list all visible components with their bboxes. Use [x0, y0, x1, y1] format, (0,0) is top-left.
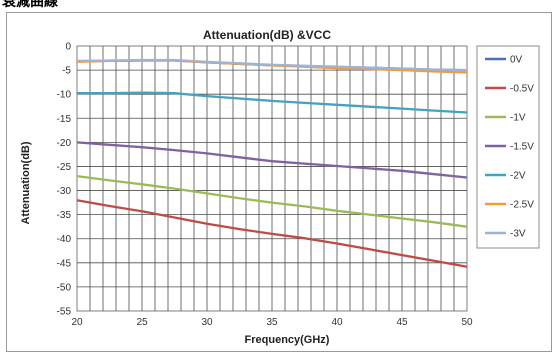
tick-layer: 20 25 30 35 40 45 50 0 -5 -10 -15 -20 -25 -30 -35 -40 -4…: [57, 42, 473, 329]
page-header-label: 衰減曲線: [2, 0, 58, 10]
x-tick-label: 25: [136, 317, 148, 328]
x-tick-label: 40: [331, 317, 343, 328]
y-axis-label: Attenuation(dB): [20, 141, 32, 224]
y-tick-label: -35: [57, 210, 72, 221]
legend-label: -1V: [510, 113, 526, 124]
legend: 0V -0.5V -1V -1.5V -2V -2.5V -3V: [476, 45, 540, 249]
y-tick-label: -45: [57, 258, 72, 269]
y-tick-label: -55: [57, 307, 72, 318]
series-line--1V: [76, 174, 468, 228]
x-tick-label: 35: [266, 317, 278, 328]
y-tick-label: -25: [57, 162, 72, 173]
series-layer: [76, 58, 468, 268]
series-line--3V: [76, 58, 468, 72]
legend-label: -2.5V: [510, 200, 534, 211]
legend-label: -1.5V: [510, 142, 534, 153]
y-tick-label: -5: [62, 66, 71, 77]
chart-frame: Attenuation(dB) &VCC Frequency(GHz) Atte…: [6, 12, 552, 352]
chart-title: Attenuation(dB) &VCC: [203, 28, 331, 42]
series-line--0.5V: [76, 199, 468, 268]
y-tick-label: -40: [57, 234, 72, 245]
legend-label: -3V: [510, 229, 526, 240]
attenuation-chart: Attenuation(dB) &VCC Frequency(GHz) Atte…: [20, 28, 540, 346]
x-tick-label: 20: [71, 317, 83, 328]
legend-label: -0.5V: [510, 84, 534, 95]
y-tick-label: -15: [57, 114, 72, 125]
y-tick-label: -30: [57, 186, 72, 197]
grid-layer: [76, 45, 468, 312]
y-tick-label: -20: [57, 138, 72, 149]
x-tick-label: 50: [461, 317, 473, 328]
legend-label: -2V: [510, 171, 526, 182]
y-tick-label: 0: [65, 42, 71, 53]
x-axis-label: Frequency(GHz): [245, 334, 330, 346]
x-tick-label: 30: [201, 317, 213, 328]
y-tick-label: -10: [57, 90, 72, 101]
series-line--2V: [77, 91, 468, 114]
legend-label: 0V: [510, 55, 523, 66]
y-tick-label: -50: [57, 282, 72, 293]
x-tick-label: 45: [396, 317, 408, 328]
series-line--1.5V: [76, 141, 468, 179]
